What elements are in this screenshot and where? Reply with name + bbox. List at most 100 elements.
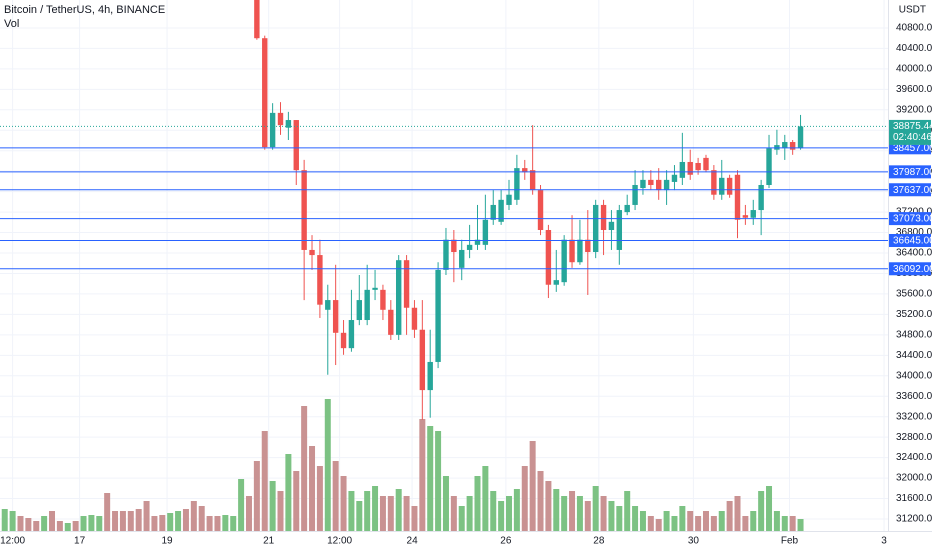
volume-bar	[1, 509, 8, 531]
volume-bar	[72, 521, 79, 531]
y-tick-label: 39200.00	[896, 104, 932, 115]
candle-body	[726, 177, 733, 195]
volume-bar	[766, 486, 773, 531]
volume-bar	[576, 496, 583, 531]
candle-body	[529, 170, 536, 191]
y-tick-label: 35200.00	[896, 309, 932, 320]
y-tick-label: 40800.00	[896, 23, 932, 34]
candle-body	[348, 320, 355, 349]
candle-body	[624, 204, 630, 213]
level-label: 37637.00	[893, 185, 932, 196]
candle-body	[561, 239, 567, 283]
candle-body	[711, 170, 717, 195]
volume-bar	[41, 516, 48, 531]
countdown: 02:40:46	[893, 132, 932, 143]
volume-bar	[127, 511, 134, 531]
y-tick-label: 32800.00	[896, 432, 932, 443]
candle-body	[663, 179, 670, 191]
candle-body	[782, 142, 788, 149]
volume-bar	[33, 521, 40, 531]
candle-body	[569, 239, 575, 263]
candle-body	[797, 126, 804, 149]
volume-bar	[561, 496, 568, 531]
volume-bar	[789, 516, 796, 531]
volume-bar	[781, 516, 788, 531]
x-tick-label: 26	[500, 536, 512, 547]
candle-body	[372, 287, 378, 290]
x-tick-label: 21	[263, 536, 275, 547]
candle-body	[656, 179, 662, 191]
volume-bar	[395, 489, 402, 531]
level-tag	[889, 212, 931, 226]
y-tick-label: 39600.00	[896, 84, 932, 95]
candle-body	[364, 289, 370, 321]
volume-bar	[592, 486, 599, 531]
volume-bar	[309, 446, 316, 531]
volume-bar	[151, 516, 158, 531]
volume-bar	[624, 491, 631, 531]
volume-bar	[466, 496, 473, 531]
volume-bar	[797, 519, 804, 531]
candle-body	[506, 194, 512, 205]
volume-bar	[253, 461, 260, 531]
last-price-label: 38875.44	[893, 121, 932, 132]
volume-bar	[655, 519, 662, 531]
candle-body	[695, 163, 701, 171]
candle-body	[269, 112, 276, 148]
y-tick-label: 36800.00	[896, 227, 932, 238]
volume-bar	[427, 426, 434, 531]
volume-bar	[474, 476, 481, 531]
volume-bar	[458, 506, 465, 531]
volume-bar	[600, 496, 607, 531]
candle-body	[474, 239, 481, 245]
volume-bar	[332, 461, 339, 531]
candle-body	[703, 157, 709, 171]
candle-body	[356, 300, 362, 321]
volume-bar	[17, 516, 24, 531]
candle-body	[585, 239, 591, 252]
volume-bar	[25, 518, 32, 531]
volume-bar	[506, 496, 513, 531]
candle-body	[600, 204, 607, 231]
x-tick-label: 3	[881, 536, 887, 547]
volume-bar	[230, 516, 237, 531]
y-tick-label: 35600.00	[896, 289, 932, 300]
volume-bar	[419, 419, 426, 531]
candle-body	[380, 289, 386, 310]
volume-bar	[364, 491, 371, 531]
volume-bar	[490, 491, 497, 531]
volume-bar	[119, 511, 126, 531]
candle-body	[742, 215, 749, 218]
candle-body	[427, 361, 433, 391]
y-tick-label: 31200.00	[896, 514, 932, 525]
volume-bar	[537, 471, 544, 531]
volume-bar	[545, 481, 552, 531]
volume-bar	[88, 515, 95, 531]
y-tick-label: 34400.00	[896, 350, 932, 361]
volume-bar	[498, 501, 505, 531]
candle-body	[545, 230, 552, 285]
volume-bar	[277, 491, 284, 531]
candle-body	[632, 184, 638, 205]
volume-bar	[702, 511, 709, 531]
volume-bar	[49, 511, 56, 531]
volume-bar	[175, 511, 182, 531]
level-tag	[889, 183, 931, 197]
volume-bar	[569, 491, 576, 531]
volume-bar	[403, 496, 410, 531]
candle-body	[719, 177, 725, 195]
levels	[0, 125, 888, 270]
candle-body	[758, 184, 764, 211]
volume-bar	[238, 479, 245, 531]
candle-body	[301, 170, 307, 250]
volume-bar	[553, 489, 560, 531]
candle-body	[403, 260, 410, 308]
volume-bar	[450, 496, 457, 531]
x-tick-label: 12:00	[327, 536, 352, 547]
volume-bar	[387, 496, 394, 531]
candle-body	[592, 204, 599, 252]
candle-body	[734, 174, 741, 220]
y-tick-label: 31600.00	[896, 493, 932, 504]
level-tag	[889, 165, 931, 179]
volume-bar	[608, 501, 615, 531]
